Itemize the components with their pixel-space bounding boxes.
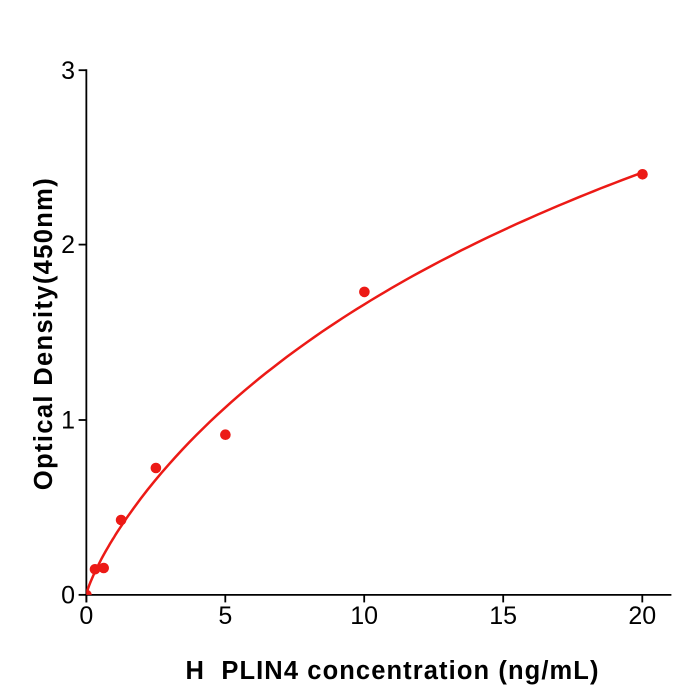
svg-text:20: 20 [628,602,656,630]
svg-text:15: 15 [489,602,517,630]
svg-text:10: 10 [350,602,378,630]
svg-text:Optical Density(450nm): Optical Density(450nm) [30,177,58,490]
svg-text:1: 1 [61,407,75,435]
svg-text:2: 2 [61,231,75,259]
svg-text:3: 3 [61,57,75,85]
svg-text:H PLIN4 concentration (ng/mL): H PLIN4 concentration (ng/mL) [185,657,599,685]
svg-text:0: 0 [79,602,93,630]
svg-text:5: 5 [218,602,232,630]
svg-text:0: 0 [61,582,75,610]
